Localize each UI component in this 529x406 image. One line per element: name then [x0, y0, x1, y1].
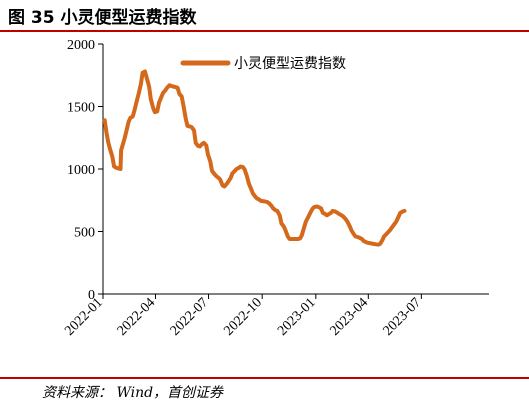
- legend: 小灵便型运费指数: [180, 56, 346, 72]
- x-tick-label: 2023-04: [328, 295, 372, 339]
- y-axis-ticks: 0 500 1000 1500 2000: [67, 38, 103, 303]
- bottom-rule: [0, 377, 529, 379]
- top-rule: [0, 30, 529, 32]
- x-tick-label: 2023-01: [275, 295, 319, 339]
- figure-title: 图 35 小灵便型运费指数: [8, 8, 197, 28]
- y-tick-label: 1000: [67, 163, 95, 178]
- series-line: [102, 69, 407, 247]
- legend-label: 小灵便型运费指数: [234, 56, 346, 72]
- x-tick-label: 2022-10: [221, 295, 265, 339]
- y-tick-label: 500: [74, 226, 95, 241]
- x-tick-label: 2022-01: [62, 295, 106, 339]
- chart-axes: [102, 44, 489, 295]
- x-tick-label: 2022-04: [115, 295, 159, 339]
- series-layer: [102, 69, 407, 247]
- y-tick-label: 0: [88, 288, 95, 303]
- y-tick-label: 2000: [67, 38, 95, 53]
- x-tick-label: 2023-07: [381, 295, 425, 339]
- source-note: 资料来源： Wind，首创证券: [42, 385, 224, 401]
- x-axis-ticks: 2022-01 2022-04 2022-07 2022-10 2023-01 2023-…: [62, 294, 424, 339]
- x-tick-label: 2022-07: [168, 295, 212, 339]
- y-tick-label: 1500: [67, 101, 95, 116]
